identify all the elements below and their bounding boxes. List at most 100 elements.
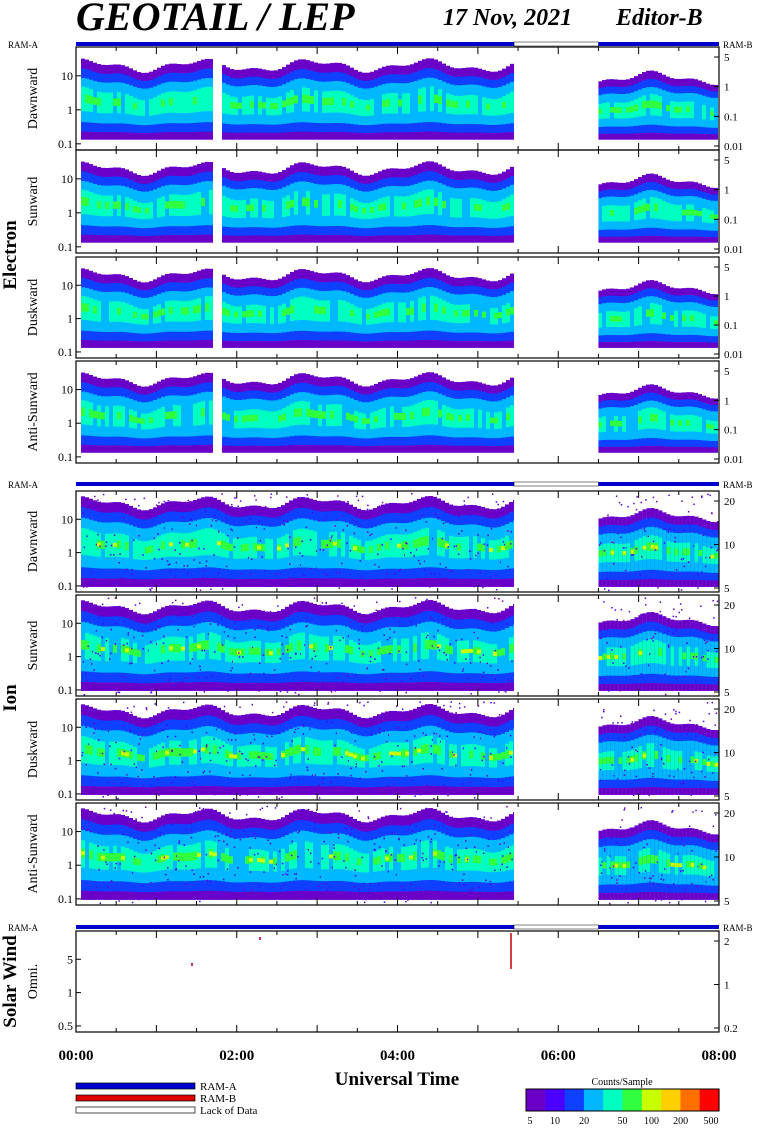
spectrum-speckle	[659, 610, 662, 613]
spectrum-speckle	[305, 616, 308, 619]
spectrum-cell	[341, 532, 345, 557]
spectrum-speckle	[465, 508, 467, 510]
spectrum-speckle	[678, 611, 681, 614]
spectrum-speckle	[259, 662, 261, 664]
spectrum-cell	[234, 311, 238, 318]
spectrum-speckle	[99, 545, 101, 547]
spectrum-speckle	[225, 760, 228, 762]
spectrum-speckle	[357, 499, 360, 502]
spectrum-speckle	[438, 649, 441, 652]
spectrum-cell	[498, 201, 502, 219]
spectrum-speckle	[278, 583, 281, 585]
spectrum-speckle	[389, 507, 391, 510]
spectrum-cell	[353, 642, 357, 663]
right-tick-label: 5	[724, 583, 730, 595]
spectrum-speckle	[405, 529, 407, 532]
spectrum-cell	[322, 306, 326, 315]
spectrum-cell	[366, 203, 370, 220]
spectrum-cell	[602, 549, 607, 556]
spectrum-speckle	[495, 501, 498, 503]
spectrum-cell	[285, 645, 289, 654]
spectrum-cell	[145, 546, 149, 554]
spectrum-cell	[626, 205, 630, 222]
spectrum-cell	[489, 644, 493, 664]
spectrum-speckle	[130, 749, 133, 752]
spectrum-cell	[674, 636, 679, 676]
spectrum-speckle	[267, 629, 270, 632]
spectrum-speckle	[94, 728, 97, 731]
spectrum-cell	[242, 96, 246, 115]
spectrum-cell	[430, 86, 434, 111]
spectrum-speckle	[150, 641, 152, 643]
spectrum-cell	[185, 307, 189, 315]
spectrum-cell	[294, 297, 298, 321]
spectrum-cell	[658, 102, 662, 110]
spectrum-cell	[365, 645, 369, 664]
spectrum-cell	[193, 749, 197, 754]
spectrum-speckle	[509, 615, 511, 618]
spectrum-cell	[230, 102, 234, 109]
spectrum-cell	[89, 409, 93, 418]
spectrum-cell	[509, 644, 513, 653]
spectrum-cell	[418, 402, 422, 426]
spectrum-speckle	[399, 568, 402, 571]
spectrum-speckle	[600, 677, 602, 680]
spectrum-speckle	[489, 576, 492, 579]
spectrum-speckle	[102, 623, 104, 625]
spectrum-cell	[482, 311, 486, 318]
spectrum-cell	[201, 408, 205, 417]
spectrum-speckle	[712, 599, 714, 602]
spectrum-cell	[678, 106, 682, 113]
spectrum-speckle	[166, 724, 168, 727]
right-tick-label: 0.01	[724, 454, 743, 466]
spectrum-speckle	[457, 610, 460, 613]
spectrum-speckle	[355, 495, 358, 498]
spectrum-cell	[137, 207, 141, 214]
spectrum-cell	[434, 197, 438, 206]
spectrum-speckle	[305, 526, 308, 529]
spectrum-cell	[161, 99, 165, 107]
spectrum-cell	[702, 104, 706, 120]
spectrum-cell	[386, 99, 390, 107]
spectrum-cell	[137, 650, 141, 657]
spectrum-speckle	[688, 617, 691, 620]
spectrum-cell	[406, 406, 410, 427]
spectrum-cell	[454, 198, 458, 218]
spectrum-speckle	[426, 598, 428, 601]
spectrum-cell	[121, 82, 125, 124]
spectrum-cell	[149, 644, 153, 664]
spectrum-cell	[145, 645, 149, 664]
spectrum-cell	[666, 105, 670, 112]
spectrum-cell	[441, 636, 445, 661]
spectrum-cell	[686, 548, 691, 556]
spectrum-cell	[165, 533, 169, 557]
spectrum-cell	[469, 648, 473, 653]
spectrum-cell	[702, 207, 706, 223]
spectrum-cell	[694, 415, 698, 432]
spectrum-speckle	[674, 536, 677, 539]
instrument-title: GEOTAIL / LEP	[76, 0, 355, 39]
spectrum-speckle	[275, 573, 277, 575]
spectrum-cell	[105, 637, 109, 662]
spectrum-cell	[449, 535, 453, 558]
spectrum-cell	[466, 100, 470, 108]
spectrum-cell	[237, 752, 241, 760]
spectrum-speckle	[398, 650, 400, 653]
spectrum-speckle	[378, 505, 381, 507]
right-tick-label: 0.1	[724, 425, 738, 437]
spectrum-speckle	[437, 629, 439, 632]
spectrum-speckle	[321, 686, 324, 688]
spectrum-cell	[362, 100, 366, 117]
spectrum-speckle	[403, 554, 406, 557]
spectrum-cell	[482, 200, 486, 219]
spectrum-speckle	[289, 576, 291, 578]
spectrum-cell	[654, 414, 658, 422]
spectrum-speckle	[210, 602, 212, 605]
spectrum-cell	[350, 309, 354, 317]
spectrum-cell	[410, 195, 414, 217]
spectrum-speckle	[215, 728, 218, 731]
spectrum-cell	[302, 400, 306, 425]
spectrum-cell	[274, 411, 278, 429]
spectrum-speckle	[449, 614, 452, 617]
